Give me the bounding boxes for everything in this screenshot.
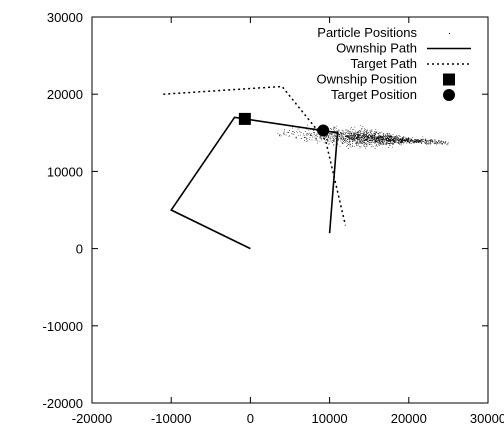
x-tick-label: 20000 xyxy=(391,411,427,426)
x-axis: -20000 -10000 0 10000 20000 30000 xyxy=(72,17,504,426)
y-tick-label: -10000 xyxy=(43,319,83,334)
series-layer xyxy=(163,85,347,250)
legend-label: Target Position xyxy=(331,87,417,102)
particle-points xyxy=(277,124,449,149)
legend-symbol-circle xyxy=(443,89,455,101)
x-tick-label: 30000 xyxy=(470,411,504,426)
legend-label: Target Path xyxy=(351,56,418,71)
ownship-path-line xyxy=(170,116,339,250)
y-tick-label: 30000 xyxy=(47,10,83,25)
legend-label: Particle Positions xyxy=(317,25,417,40)
y-tick-label: 10000 xyxy=(47,164,83,179)
x-tick-label: -20000 xyxy=(72,411,112,426)
target-position-marker xyxy=(317,124,330,137)
y-tick-label: 20000 xyxy=(47,87,83,102)
legend-label: Ownship Position xyxy=(317,72,417,87)
marker-layer xyxy=(238,112,330,137)
legend-symbol-dots xyxy=(449,33,450,34)
x-tick-label: -10000 xyxy=(151,411,191,426)
y-tick-label: -20000 xyxy=(43,396,83,411)
x-tick-label: 0 xyxy=(247,411,254,426)
legend-symbol-square xyxy=(443,73,455,86)
x-tick-label: 10000 xyxy=(312,411,348,426)
y-tick-label: 0 xyxy=(76,242,83,257)
legend-label: Ownship Path xyxy=(336,41,417,56)
y-axis: -20000 -10000 0 10000 20000 30000 xyxy=(43,10,488,411)
plot-frame xyxy=(91,16,489,404)
target-path-line xyxy=(163,85,347,226)
ownship-position-marker xyxy=(238,112,251,125)
particle-cloud xyxy=(277,124,449,149)
